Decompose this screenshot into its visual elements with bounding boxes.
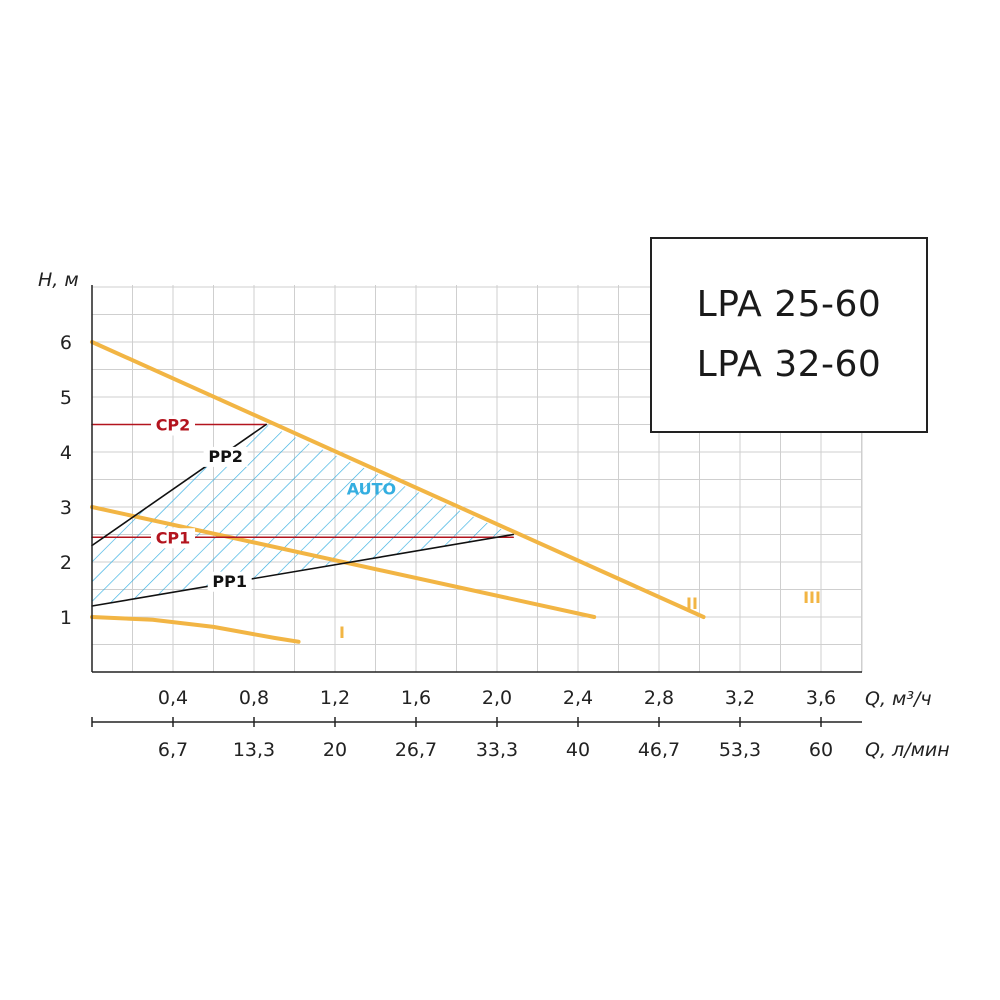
x-tick-label: 2,8 [644, 687, 674, 709]
series-label-ii: II [686, 594, 698, 613]
y-tick-label: 6 [60, 332, 72, 354]
y-tick-label: 3 [60, 497, 72, 519]
x-secondary-tick-label: 6,7 [158, 739, 188, 761]
y-tick-label: 5 [60, 387, 72, 409]
y-tick-label: 2 [60, 552, 72, 574]
series-line-pp1 [91, 533, 514, 607]
region-label-auto: AUTO [347, 479, 396, 498]
x-tick-label: 2,0 [482, 687, 512, 709]
x-tick-label: 3,6 [806, 687, 836, 709]
x-secondary-tick-label: 46,7 [638, 739, 680, 761]
x-secondary-tick-label: 60 [809, 739, 833, 761]
chart-axes [91, 285, 862, 727]
series-label-iii: III [803, 588, 821, 607]
series-label-pp1: PP1 [212, 572, 247, 591]
auto-region [92, 424, 514, 606]
tick-labels: 1 2 3 4 5 6 0,4 6,7 0,8 13,3 1,2 20 1,6 26,7 2,0 33,3 2,… [38, 269, 950, 761]
x-tick-label: 2,4 [563, 687, 593, 709]
x-secondary-tick-label: 40 [566, 739, 590, 761]
label-background [203, 446, 248, 467]
label-background [207, 571, 252, 592]
series-line-i [90, 615, 301, 644]
model-name-1: LPA 25-60 [696, 284, 882, 325]
x-tick-label: 3,2 [725, 687, 755, 709]
model-name-2: LPA 32-60 [696, 344, 882, 385]
y-tick-label: 1 [60, 607, 72, 629]
x-axis-title: Q, м³/ч [865, 688, 932, 710]
x-secondary-tick-label: 26,7 [395, 739, 437, 761]
x-tick-label: 1,6 [401, 687, 431, 709]
x-axis-secondary-title: Q, л/мин [865, 739, 950, 761]
x-tick-label: 0,4 [158, 687, 188, 709]
x-secondary-tick-label: 53,3 [719, 739, 761, 761]
series-line-iii [90, 340, 706, 619]
series-line-pp2 [91, 423, 267, 547]
model-box: LPA 25-60 LPA 32-60 [650, 237, 928, 433]
series-label-cp1: CP1 [156, 528, 191, 547]
y-axis-title: H, м [38, 269, 79, 291]
series-label-i: I [339, 623, 345, 642]
x-secondary-tick-label: 13,3 [233, 739, 275, 761]
series-label-cp2: CP2 [156, 416, 191, 435]
auto-region-layer [92, 424, 514, 606]
x-tick-label: 1,2 [320, 687, 350, 709]
x-secondary-tick-label: 33,3 [476, 739, 518, 761]
label-background [151, 415, 195, 436]
x-tick-label: 0,8 [239, 687, 269, 709]
y-tick-label: 4 [60, 442, 72, 464]
label-background [151, 528, 195, 549]
x-secondary-tick-label: 20 [323, 739, 347, 761]
series-label-pp2: PP2 [208, 447, 243, 466]
series-line-ii [90, 505, 597, 619]
